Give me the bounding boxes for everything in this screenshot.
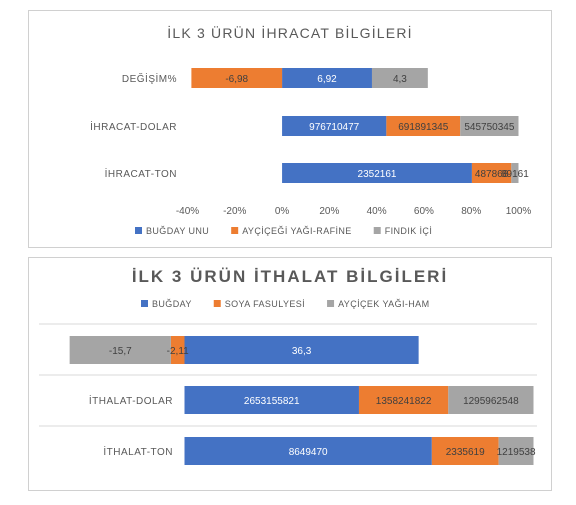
bar-segment (448, 386, 534, 414)
bar-segment (69, 336, 171, 364)
data-label: 976710477 (309, 122, 359, 133)
x-tick-label: 60% (414, 206, 434, 217)
legend-entry: FINDIK İÇİ (385, 226, 433, 236)
import-chart: İLK 3 ÜRÜN İTHALAT BİLGİLERİ BUĞDAY SOYA … (39, 267, 537, 465)
x-tick-label: 20% (319, 206, 339, 217)
bar-segment (498, 437, 534, 465)
data-label: 487868 (475, 169, 509, 180)
legend-entry: AYÇİÇEK YAĞI-HAM (338, 299, 429, 309)
category-label: DEĞİŞİM% (122, 72, 177, 85)
bar-segment (184, 336, 419, 364)
data-label: 1219538 (497, 447, 536, 458)
x-tick-label: -20% (223, 206, 246, 217)
export-chart-panel: İLK 3 ÜRÜN İHRACAT BİLGİLERİ İHRACAT-TON… (28, 10, 552, 248)
legend-swatch (135, 227, 142, 234)
data-label: 691891345 (398, 122, 448, 133)
data-label: -15,7 (109, 346, 132, 357)
data-label: 1358241822 (376, 396, 432, 407)
bar-segment (170, 336, 185, 364)
data-label: 8649470 (289, 447, 328, 458)
bar-segment (282, 116, 387, 136)
bar-segment (511, 163, 519, 183)
data-label: -2,11 (167, 346, 189, 357)
category-label: İTHALAT-DOLAR (89, 394, 173, 407)
data-label: 1295962548 (463, 396, 519, 407)
bar-segment (460, 116, 519, 136)
export-chart-title: İLK 3 ÜRÜN İHRACAT BİLGİLERİ (167, 24, 412, 41)
bar-segment (471, 163, 512, 183)
bar-segment (386, 116, 461, 136)
bar-segment (184, 386, 359, 414)
data-label: 89161 (501, 169, 529, 180)
x-tick-label: 0% (275, 206, 290, 217)
legend-swatch (373, 227, 381, 234)
data-label: 6,92 (317, 74, 337, 85)
legend-entry: SOYA FASULYESİ (225, 299, 305, 309)
import-chart-panel: İLK 3 ÜRÜN İTHALAT BİLGİLERİ BUĞDAY SOYA … (28, 257, 552, 491)
bar-segment (191, 68, 283, 88)
legend-entry: AYÇİÇEĞİ YAĞI-RAFİNE (242, 226, 352, 236)
category-label: İTHALAT-TON (103, 445, 173, 458)
import-chart-title: İLK 3 ÜRÜN İTHALAT BİLGİLERİ (132, 267, 448, 286)
bar-segment (431, 437, 499, 465)
legend-swatch (327, 300, 335, 307)
category-label: İHRACAT-DOLAR (90, 120, 177, 133)
bar-segment (184, 437, 432, 465)
x-tick-label: -40% (176, 206, 199, 217)
legend-swatch (141, 300, 148, 307)
data-label: 545750345 (464, 122, 514, 133)
x-tick-label: 40% (367, 206, 387, 217)
legend-swatch (213, 300, 221, 307)
x-tick-label: 80% (461, 206, 481, 217)
data-label: 36,3 (292, 346, 312, 357)
x-tick-label: 100% (506, 206, 532, 217)
data-label: 2653155821 (244, 396, 300, 407)
data-label: -6,98 (225, 74, 248, 85)
category-label: İHRACAT-TON (105, 167, 177, 180)
data-label: 4,3 (393, 74, 407, 85)
legend-swatch (231, 227, 239, 234)
legend-entry: BUĞDAY UNU (146, 226, 209, 236)
data-label: 2352161 (358, 169, 397, 180)
data-label: 2335619 (446, 447, 485, 458)
bar-segment (371, 68, 428, 88)
bar-segment (282, 163, 472, 183)
export-chart: İLK 3 ÜRÜN İHRACAT BİLGİLERİ İHRACAT-TON… (90, 24, 532, 236)
bar-segment (282, 68, 372, 88)
legend-entry: BUĞDAY (152, 299, 192, 309)
bar-segment (358, 386, 449, 414)
